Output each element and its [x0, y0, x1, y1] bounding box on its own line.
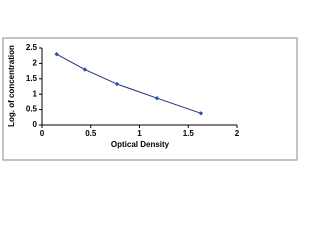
y-tick-label: 1 [33, 89, 38, 98]
x-tick-label: 1 [137, 129, 142, 138]
x-tick-label: 0.5 [85, 129, 97, 138]
chart-frame [2, 37, 298, 161]
chart: Optical Density Log. of concentration 00… [2, 37, 298, 161]
y-axis-label: Log. of concentration [7, 45, 16, 127]
x-tick-label: 2 [235, 129, 240, 138]
x-tick-label: 0 [40, 129, 45, 138]
data-marker [114, 81, 120, 87]
data-line [56, 53, 202, 114]
data-marker [82, 67, 88, 72]
y-tick-label: 1.5 [26, 74, 38, 83]
y-tick-label: 2.5 [26, 43, 38, 52]
y-tick-label: 2 [33, 59, 38, 68]
data-marker [198, 111, 204, 116]
data-marker [54, 51, 59, 57]
data-marker [154, 96, 160, 101]
x-tick-label: 1.5 [183, 129, 195, 138]
x-axis-label: Optical Density [111, 140, 170, 149]
y-tick-label: 0.5 [26, 105, 38, 114]
y-tick-label: 0 [33, 120, 38, 129]
